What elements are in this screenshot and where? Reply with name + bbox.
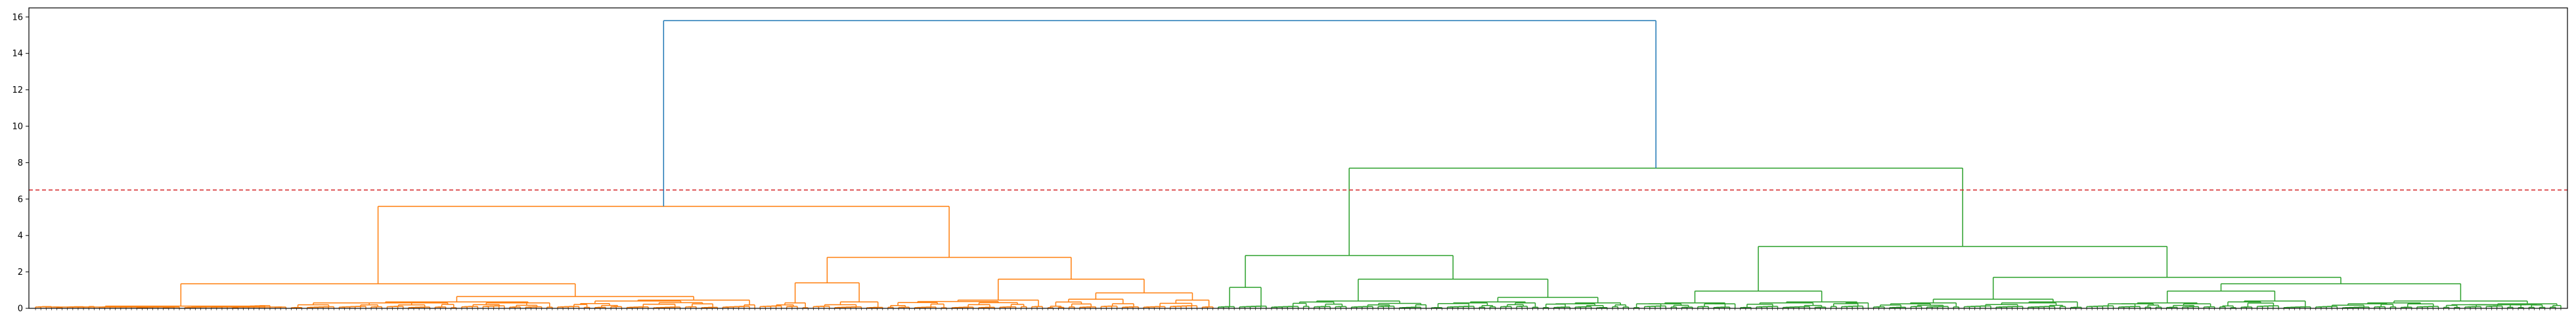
a-right-1-link <box>794 282 860 303</box>
y-tick-label-6: 6 <box>18 195 23 204</box>
y-tick-label-10: 10 <box>12 122 23 132</box>
cluster-a-link <box>377 206 950 284</box>
y-axis: 0 2 4 6 8 10 12 14 16 <box>12 12 29 314</box>
b-left-1-link <box>1229 287 1262 307</box>
b-right-1-link <box>1694 290 1823 303</box>
b-right-2cd-link <box>2220 283 2462 301</box>
y-tick-label-12: 12 <box>12 85 23 95</box>
y-tick-label-14: 14 <box>12 49 23 59</box>
root-link <box>663 20 1656 206</box>
b-r2c2-merge-1-0 <box>2227 301 2261 306</box>
y-tick-label-0: 0 <box>18 304 23 314</box>
dendrogram-links <box>35 20 2562 308</box>
y-tick-label-16: 16 <box>12 12 23 22</box>
y-tick-label-8: 8 <box>18 158 23 168</box>
y-tick-label-4: 4 <box>18 231 23 241</box>
a-right-2-link <box>998 278 1145 300</box>
b-left-link <box>1245 254 1454 288</box>
plot-frame <box>28 7 2568 309</box>
cluster-b-link <box>1348 167 1963 256</box>
y-tick-label-2: 2 <box>18 268 23 277</box>
b-right-link <box>1758 246 2168 291</box>
a-r2b1-merge-2-0 <box>1068 298 1124 304</box>
